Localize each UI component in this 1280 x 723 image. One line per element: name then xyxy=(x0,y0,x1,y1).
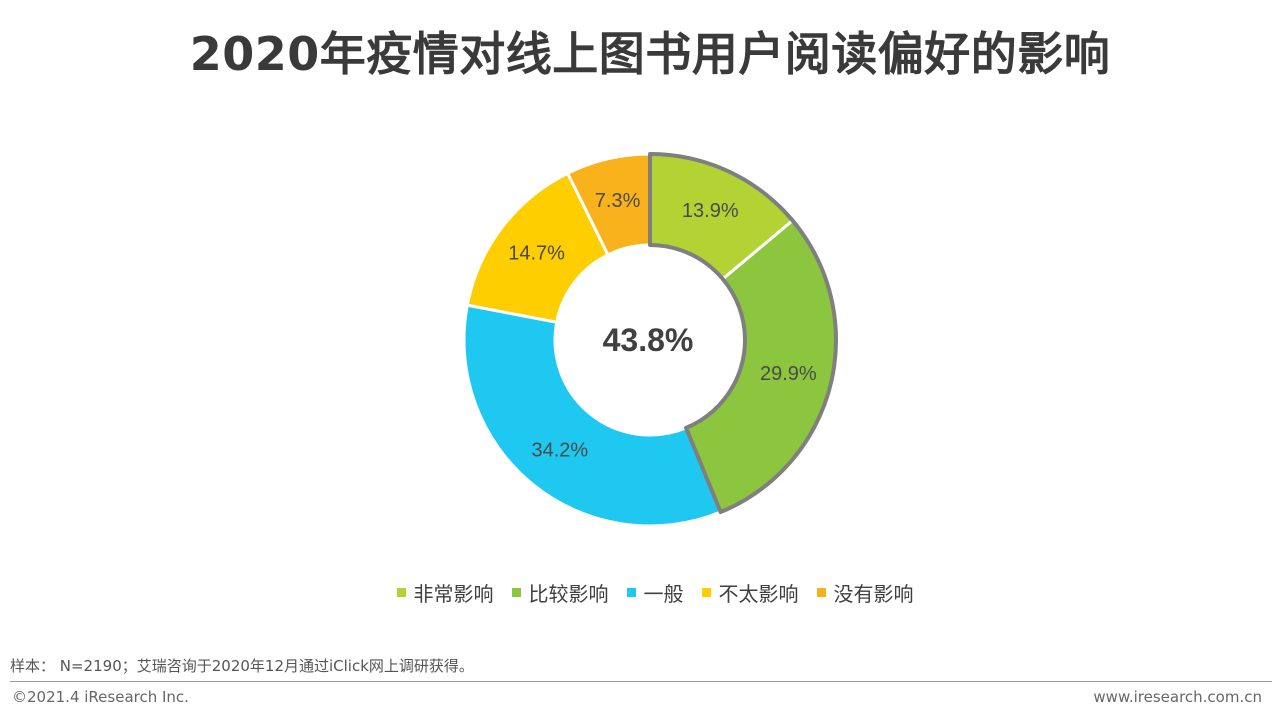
website-link[interactable]: www.iresearch.com.cn xyxy=(1093,688,1262,706)
value-label-2: 29.9% xyxy=(760,363,817,385)
legend-label: 不太影响 xyxy=(718,582,799,606)
legend-swatch xyxy=(816,588,826,597)
legend-item-3: 一般 xyxy=(626,578,684,607)
value-label-1: 13.9% xyxy=(682,200,739,222)
donut-slice-4 xyxy=(465,171,610,324)
legend-swatch xyxy=(626,588,636,597)
value-label-3: 34.2% xyxy=(531,439,588,461)
value-label-5: 7.3% xyxy=(595,190,641,212)
legend-item-2: 比较影响 xyxy=(511,578,609,607)
footer-divider xyxy=(10,681,1272,682)
legend-swatch xyxy=(511,588,521,597)
copyright-text: ©2021.4 iResearch Inc. xyxy=(12,688,189,706)
legend-swatch xyxy=(396,588,406,597)
legend-item-4: 不太影响 xyxy=(701,578,799,607)
legend-label: 一般 xyxy=(643,582,684,606)
highlight-outline xyxy=(648,152,838,515)
legend-swatch xyxy=(701,588,711,597)
chart-legend: 非常影响 比较影响 一般 不太影响 没有影响 xyxy=(0,578,1280,607)
legend-item-5: 没有影响 xyxy=(816,578,914,607)
legend-item-1: 非常影响 xyxy=(396,578,494,607)
value-label-4: 14.7% xyxy=(508,243,565,265)
legend-label: 比较影响 xyxy=(528,582,609,606)
chart-title: 2020年疫情对线上图书用户阅读偏好的影响 xyxy=(189,27,1111,81)
sample-note: 样本： N=2190；艾瑞咨询于2020年12月通过iClick网上调研获得。 xyxy=(10,657,474,675)
legend-label: 没有影响 xyxy=(833,582,914,606)
donut-slice-3 xyxy=(462,303,723,528)
center-label: 43.8% xyxy=(603,322,694,358)
legend-label: 非常影响 xyxy=(413,582,494,606)
